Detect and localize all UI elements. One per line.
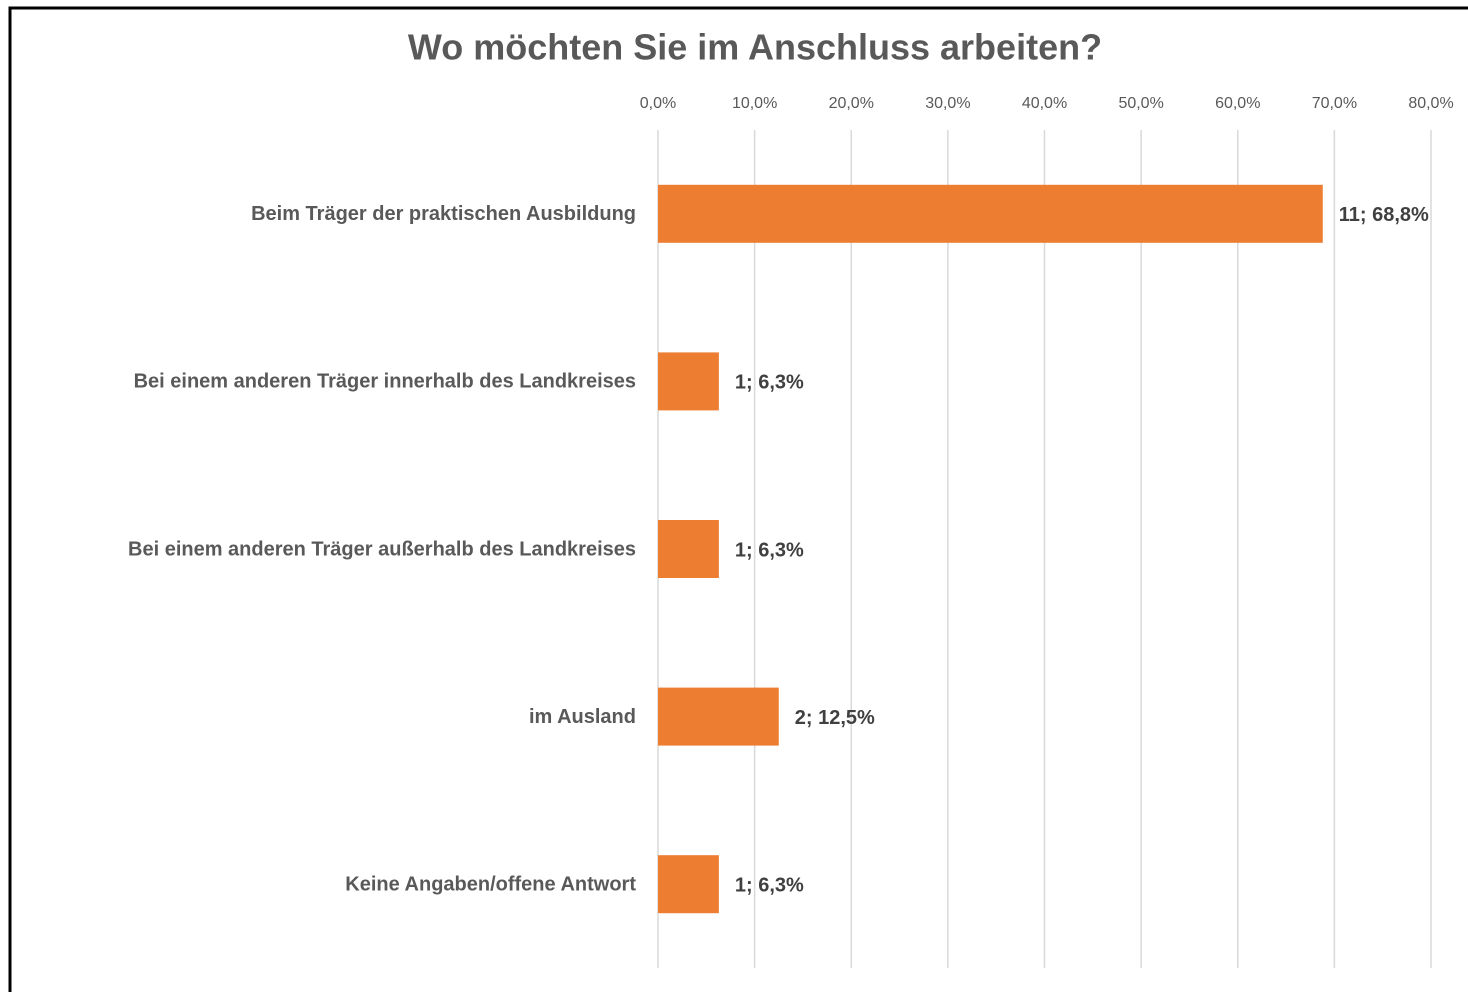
- bar: [658, 184, 1323, 243]
- bar: [658, 855, 719, 914]
- data-label: 1; 6,3%: [735, 539, 804, 561]
- y-tick-label: Beim Träger der praktischen Ausbildung: [251, 203, 636, 225]
- x-tick-label: 50,0%: [1118, 95, 1163, 112]
- x-tick-label: 0,0%: [640, 95, 676, 112]
- x-tick-label: 10,0%: [732, 95, 777, 112]
- data-label: 1; 6,3%: [735, 372, 804, 394]
- x-tick-label: 40,0%: [1022, 95, 1067, 112]
- bar: [658, 687, 779, 746]
- x-tick-label: 60,0%: [1215, 95, 1260, 112]
- data-label: 11; 68,8%: [1339, 204, 1429, 226]
- data-label: 1; 6,3%: [735, 874, 804, 896]
- bar: [658, 352, 719, 411]
- y-tick-label: Bei einem anderen Träger innerhalb des L…: [134, 371, 636, 393]
- x-tick-label: 80,0%: [1408, 95, 1453, 112]
- frame: [8, 6, 1468, 992]
- y-tick-label: Bei einem anderen Träger außerhalb des L…: [128, 538, 636, 560]
- y-tick-label: im Ausland: [529, 706, 636, 728]
- y-tick-label: Keine Angaben/offene Antwort: [345, 873, 636, 895]
- x-tick-label: 20,0%: [829, 95, 874, 112]
- data-label: 2; 12,5%: [795, 707, 875, 729]
- x-tick-label: 70,0%: [1312, 95, 1357, 112]
- chart-title: Wo möchten Sie im Anschluss arbeiten?: [408, 27, 1102, 68]
- x-tick-label: 30,0%: [925, 95, 970, 112]
- bar: [658, 520, 719, 578]
